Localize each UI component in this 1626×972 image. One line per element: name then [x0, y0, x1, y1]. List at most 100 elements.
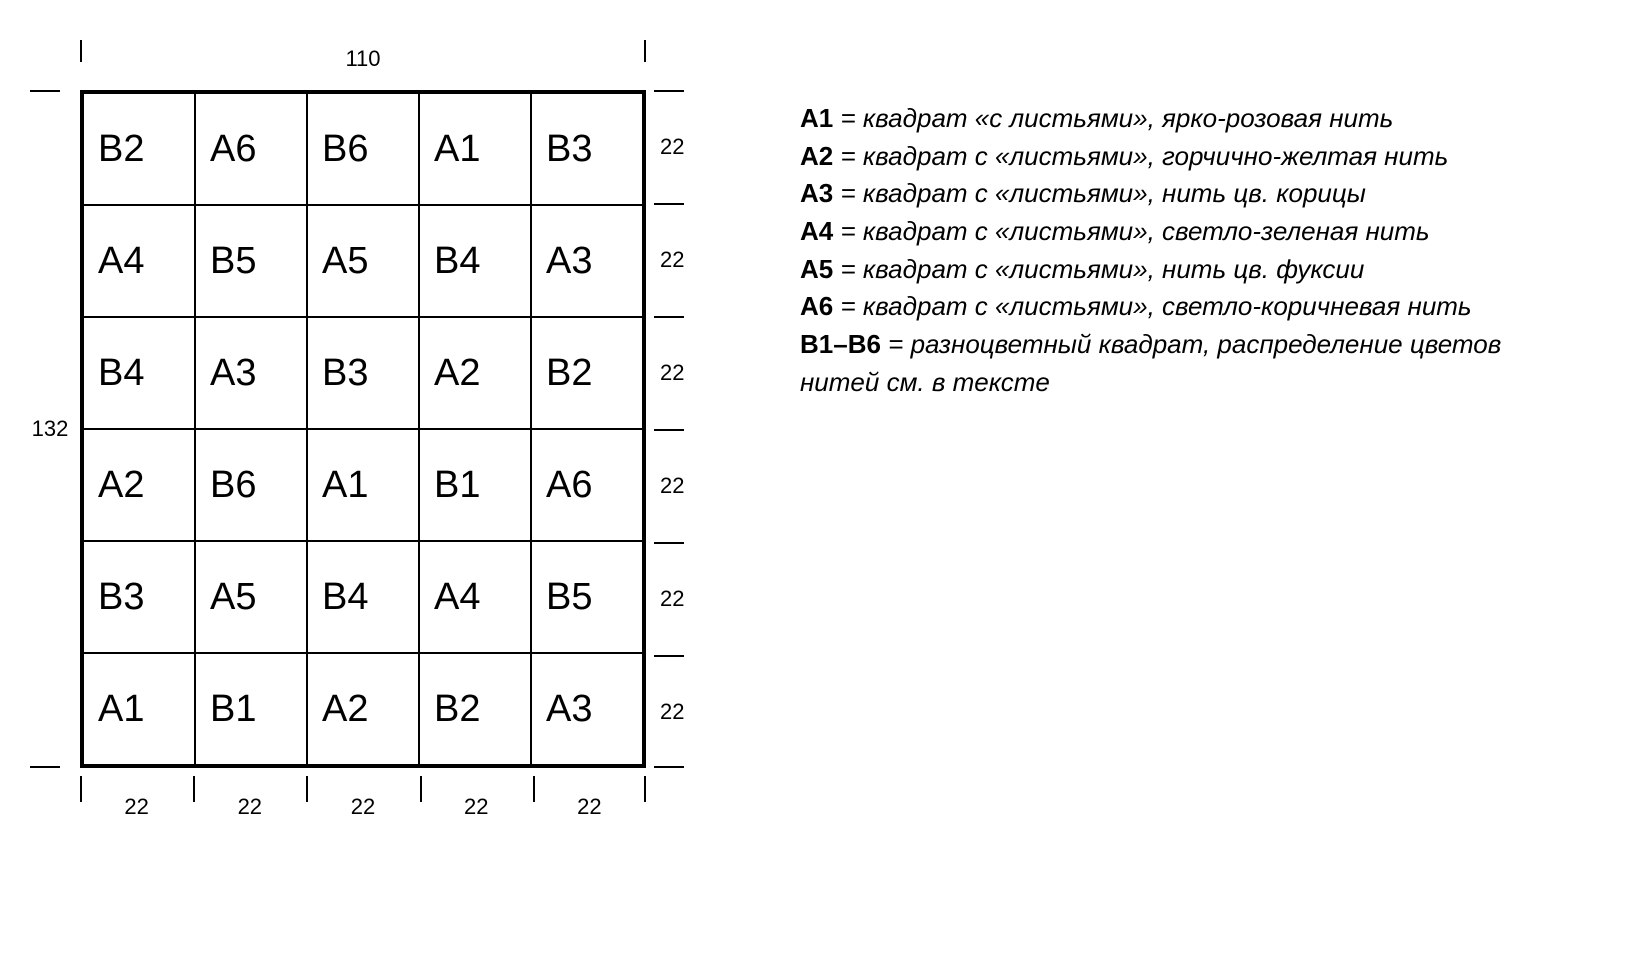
bottom-dimension-segment: 22	[420, 768, 533, 828]
legend-description: квадрат с «листьями», нить цв. корицы	[863, 178, 1366, 208]
grid-cell: A1	[419, 93, 531, 205]
grid-cell: B5	[195, 205, 307, 317]
grid-cell: B6	[195, 429, 307, 541]
legend-separator: =	[881, 329, 911, 359]
legend-key: A3	[800, 178, 833, 208]
page: 110 132 B2A6B6A1B3A4B5A5B4A3B4A3B3A2B2A2…	[0, 0, 1626, 868]
legend-description: квадрат с «листьями», горчично-желтая ни…	[863, 141, 1448, 171]
row-height-label: 22	[660, 247, 684, 273]
right-dimension-segment: 22	[646, 90, 706, 203]
grid-cell: A1	[307, 429, 419, 541]
legend-line: A4 = квадрат с «листьями», светло-зелена…	[800, 213, 1560, 251]
row-height-label: 22	[660, 699, 684, 725]
column-width-label: 22	[124, 794, 148, 820]
grid-cell: A2	[307, 653, 419, 765]
legend-separator: =	[833, 141, 863, 171]
grid-cell: B3	[83, 541, 195, 653]
top-tick-right	[644, 40, 646, 62]
grid-cell: B5	[531, 541, 643, 653]
grid-cell: A3	[531, 653, 643, 765]
column-width-label: 22	[238, 794, 262, 820]
legend-line: A5 = квадрат с «листьями», нить цв. фукс…	[800, 251, 1560, 289]
legend-separator: =	[833, 216, 863, 246]
dimension-tick	[654, 316, 684, 318]
bottom-dimension-row: 22 22 22 22 22	[80, 768, 646, 828]
legend-key: A5	[800, 254, 833, 284]
grid-cell: B3	[531, 93, 643, 205]
legend-line: A3 = квадрат с «листьями», нить цв. кори…	[800, 175, 1560, 213]
dimension-tick	[654, 90, 684, 92]
dimension-tick	[654, 203, 684, 205]
grid-cell: B2	[531, 317, 643, 429]
grid-cell: A4	[419, 541, 531, 653]
dimension-tick	[654, 766, 684, 768]
legend-separator: =	[833, 103, 863, 133]
grid-cell: A6	[531, 429, 643, 541]
grid-cell: A1	[83, 653, 195, 765]
legend-description: квадрат «с листьями», ярко-розовая нить	[863, 103, 1393, 133]
row-height-label: 22	[660, 360, 684, 386]
grid-cell: A2	[419, 317, 531, 429]
legend-separator: =	[833, 178, 863, 208]
grid-cell: B4	[83, 317, 195, 429]
legend-line: A6 = квадрат с «листьями», светло-коричн…	[800, 288, 1560, 326]
legend-line: A1 = квадрат «с листьями», ярко-розовая …	[800, 100, 1560, 138]
legend-separator: =	[833, 254, 863, 284]
grid-cell: B4	[307, 541, 419, 653]
legend-column: A1 = квадрат «с листьями», ярко-розовая …	[800, 100, 1560, 402]
legend-key: B1–B6	[800, 329, 881, 359]
grid-cell: B3	[307, 317, 419, 429]
grid-cell: A5	[307, 205, 419, 317]
right-dimension-segment: 22	[646, 655, 706, 768]
grid-row-wrap: 132 B2A6B6A1B3A4B5A5B4A3B4A3B3A2B2A2B6A1…	[20, 90, 720, 768]
left-dimension-label: 132	[32, 416, 69, 442]
legend-key: A4	[800, 216, 833, 246]
grid-cell: B4	[419, 205, 531, 317]
bottom-dimension-segment: 22	[193, 768, 306, 828]
grid-cell: A4	[83, 205, 195, 317]
grid-cell: A3	[531, 205, 643, 317]
legend-description: квадрат с «листьями», светло-зеленая нит…	[863, 216, 1430, 246]
grid-cell: A3	[195, 317, 307, 429]
dimension-tick	[644, 776, 646, 802]
legend-description: квадрат с «листьями», нить цв. фуксии	[863, 254, 1364, 284]
column-width-label: 22	[464, 794, 488, 820]
row-height-label: 22	[660, 134, 684, 160]
dimension-tick	[420, 776, 422, 802]
right-dimension-segment: 22	[646, 203, 706, 316]
legend-key: A2	[800, 141, 833, 171]
grid-cell: A2	[83, 429, 195, 541]
dimension-tick	[193, 776, 195, 802]
dimension-tick	[654, 429, 684, 431]
bottom-dimension-segment: 22	[533, 768, 646, 828]
grid-cell: B2	[419, 653, 531, 765]
legend-key: A6	[800, 291, 833, 321]
column-width-label: 22	[351, 794, 375, 820]
top-dimension-label: 110	[80, 46, 646, 72]
dimension-tick	[654, 655, 684, 657]
dimension-tick	[80, 776, 82, 802]
legend-line: A2 = квадрат с «листьями», горчично-желт…	[800, 138, 1560, 176]
dimension-tick	[654, 542, 684, 544]
right-dimension-column: 22 22 22 22 22 22	[646, 90, 706, 768]
right-dimension-segment: 22	[646, 542, 706, 655]
dimension-tick	[533, 776, 535, 802]
column-width-label: 22	[577, 794, 601, 820]
row-height-label: 22	[660, 473, 684, 499]
diagram-column: 110 132 B2A6B6A1B3A4B5A5B4A3B4A3B3A2B2A2…	[20, 40, 720, 828]
layout-grid: B2A6B6A1B3A4B5A5B4A3B4A3B3A2B2A2B6A1B1A6…	[80, 90, 646, 768]
legend-line: B1–B6 = разноцветный квадрат, распределе…	[800, 326, 1560, 401]
legend-separator: =	[833, 291, 863, 321]
right-dimension-segment: 22	[646, 316, 706, 429]
left-tick-bottom	[30, 766, 60, 768]
dimension-tick	[306, 776, 308, 802]
left-dimension-column: 132	[20, 90, 80, 768]
legend-description: квадрат с «листьями», светло-коричневая …	[863, 291, 1472, 321]
grid-cell: B1	[419, 429, 531, 541]
right-dimension-segment: 22	[646, 429, 706, 542]
top-dimension-row: 110	[80, 40, 646, 90]
grid-cell: A6	[195, 93, 307, 205]
legend-key: A1	[800, 103, 833, 133]
grid-cell: B2	[83, 93, 195, 205]
bottom-dimension-segment: 22	[306, 768, 419, 828]
